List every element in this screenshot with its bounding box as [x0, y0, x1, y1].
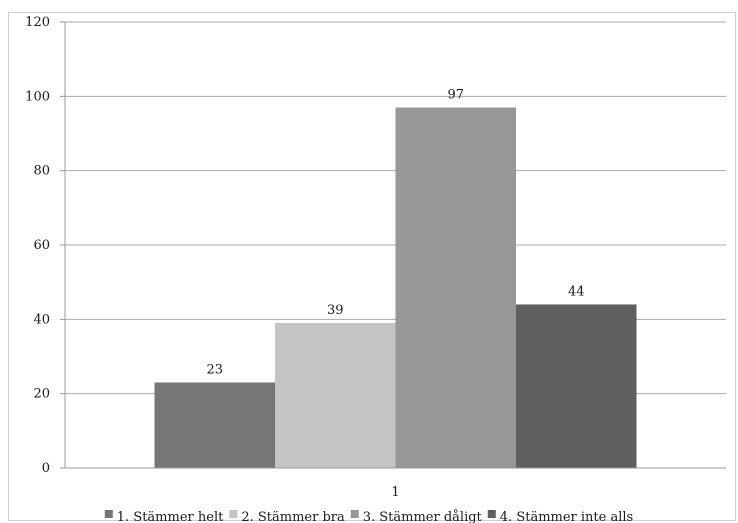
data-label-series-3: 97: [447, 87, 464, 102]
bar-series-1: [154, 382, 275, 468]
y-axis-tick-labels: 0 20 40 60 80 100 120: [25, 15, 65, 476]
legend-label: 2. Stämmer bra: [241, 510, 345, 523]
legend: 1. Stämmer helt 2. Stämmer bra 3. Stämmer …: [104, 509, 633, 523]
legend-swatch-series-4: [487, 510, 496, 518]
legend-label: 1. Stämmer helt: [117, 510, 224, 523]
data-label-series-4: 44: [568, 284, 585, 299]
legend-swatch-series-1: [104, 510, 113, 518]
data-label-series-1: 23: [206, 363, 223, 378]
bar-series-4: [516, 304, 637, 468]
legend-swatch-series-2: [229, 510, 238, 518]
bar-series-3: [395, 107, 516, 468]
data-labels: 23 39 97 44: [206, 87, 584, 377]
y-tick-label: 80: [33, 164, 50, 179]
x-tick-label: 1: [391, 485, 399, 500]
data-label-series-2: 39: [327, 303, 344, 318]
bars: [154, 107, 637, 468]
y-tick-label: 100: [25, 89, 50, 104]
legend-label: 4. Stämmer inte alls: [500, 510, 633, 523]
x-axis-tick-labels: 1: [391, 485, 399, 500]
y-tick-label: 40: [33, 312, 50, 327]
bar-series-2: [275, 323, 396, 468]
y-tick-label: 120: [25, 15, 50, 30]
y-tick-label: 0: [42, 461, 50, 476]
y-tick-label: 60: [33, 238, 50, 253]
legend-label: 3. Stämmer dåligt: [363, 509, 483, 523]
legend-swatch-series-3: [350, 510, 359, 518]
y-tick-label: 20: [33, 387, 50, 402]
